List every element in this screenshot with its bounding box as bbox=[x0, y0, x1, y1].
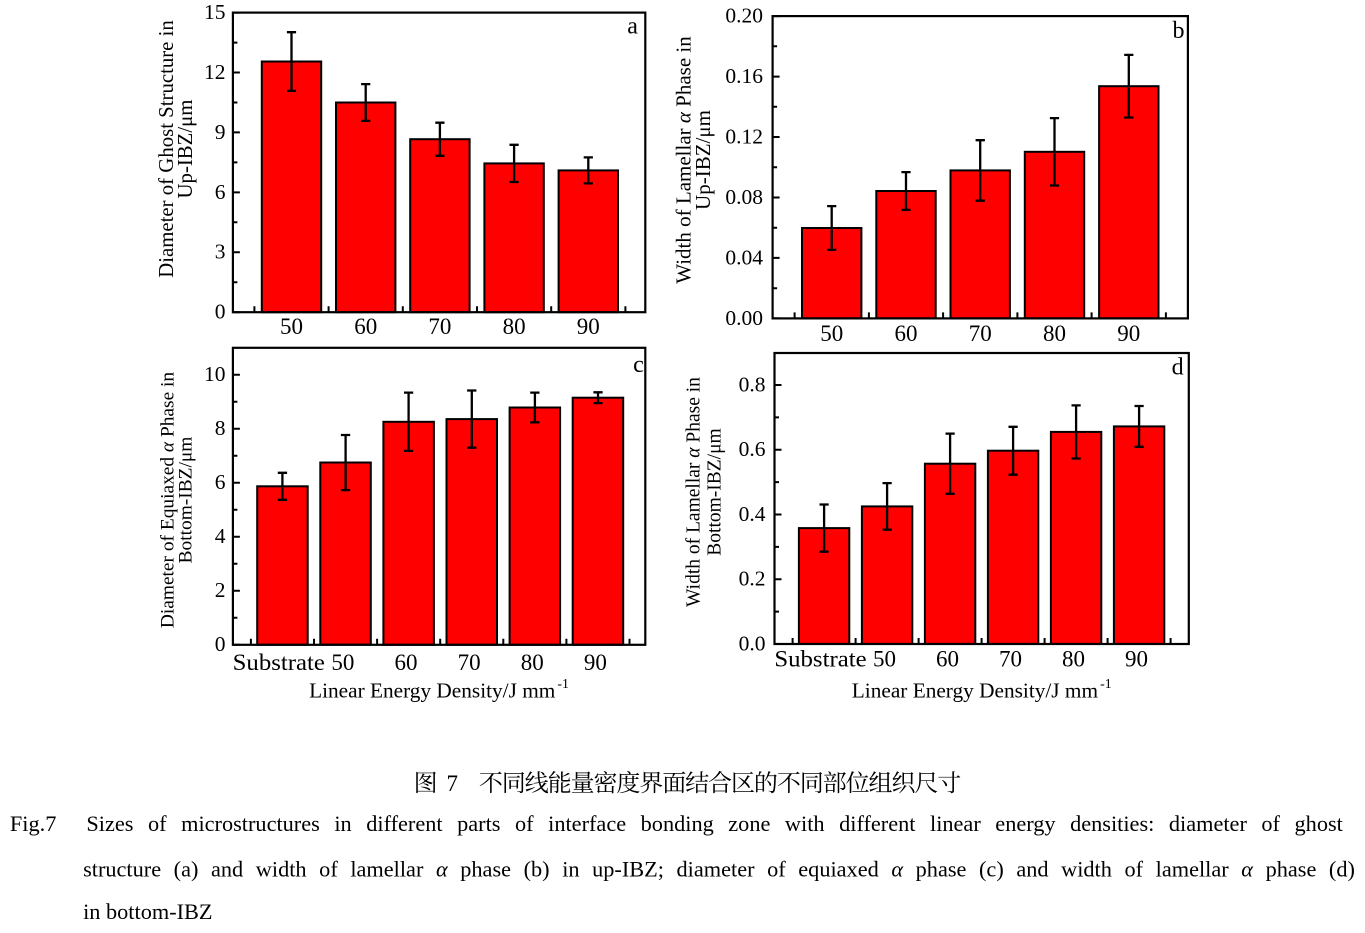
svg-text:0.04: 0.04 bbox=[725, 245, 763, 269]
svg-text:in bottom-IBZ: in bottom-IBZ bbox=[83, 899, 212, 924]
svg-text:-1: -1 bbox=[557, 676, 569, 691]
svg-text:3: 3 bbox=[215, 240, 226, 264]
svg-text:0.08: 0.08 bbox=[725, 185, 763, 209]
svg-text:80: 80 bbox=[503, 314, 526, 339]
svg-text:90: 90 bbox=[1117, 321, 1140, 346]
svg-text:50: 50 bbox=[873, 647, 896, 672]
svg-text:Width of Lamellar α Phase in: Width of Lamellar α Phase in bbox=[684, 377, 705, 607]
svg-text:Sizes of microstructures in di: Sizes of microstructures in different pa… bbox=[86, 811, 1343, 836]
svg-text:12: 12 bbox=[204, 60, 226, 84]
svg-text:0.12: 0.12 bbox=[725, 124, 763, 148]
svg-text:Bottom-IBZ/μm: Bottom-IBZ/μm bbox=[705, 428, 726, 555]
svg-text:6: 6 bbox=[215, 180, 226, 204]
svg-text:Fig.7: Fig.7 bbox=[10, 811, 56, 836]
svg-text:0.2: 0.2 bbox=[739, 567, 766, 591]
svg-text:0: 0 bbox=[215, 300, 226, 324]
svg-text:Linear Energy Density/J mm: Linear Energy Density/J mm bbox=[852, 679, 1099, 703]
svg-text:0.20: 0.20 bbox=[725, 4, 763, 28]
svg-text:70: 70 bbox=[999, 647, 1022, 672]
svg-text:7: 7 bbox=[447, 771, 459, 796]
svg-text:60: 60 bbox=[395, 650, 418, 675]
svg-text:b: b bbox=[1173, 18, 1185, 44]
svg-text:0.0: 0.0 bbox=[739, 631, 766, 655]
svg-text:Bottom-IBZ/μm: Bottom-IBZ/μm bbox=[176, 437, 197, 564]
svg-text:structure (a) and width of lam: structure (a) and width of lamellar α ph… bbox=[83, 857, 1355, 882]
svg-text:Substrate: Substrate bbox=[233, 650, 325, 675]
svg-text:-1: -1 bbox=[1100, 676, 1112, 691]
svg-text:50: 50 bbox=[280, 314, 303, 339]
svg-text:50: 50 bbox=[331, 650, 354, 675]
svg-text:Up-IBZ/μm: Up-IBZ/μm bbox=[691, 110, 715, 210]
svg-text:50: 50 bbox=[820, 321, 843, 346]
svg-text:90: 90 bbox=[1125, 647, 1148, 672]
svg-text:70: 70 bbox=[428, 314, 451, 339]
svg-text:Width of Lamellar α Phase in: Width of Lamellar α Phase in bbox=[671, 36, 695, 284]
svg-text:60: 60 bbox=[354, 314, 377, 339]
svg-text:0.00: 0.00 bbox=[725, 306, 763, 330]
svg-text:15: 15 bbox=[204, 0, 226, 24]
svg-text:6: 6 bbox=[215, 470, 226, 494]
svg-text:60: 60 bbox=[895, 321, 918, 346]
svg-text:80: 80 bbox=[1043, 321, 1066, 346]
svg-text:Linear Energy Density/J mm: Linear Energy Density/J mm bbox=[309, 679, 556, 703]
svg-text:90: 90 bbox=[584, 650, 607, 675]
svg-text:70: 70 bbox=[458, 650, 481, 675]
svg-text:Up-IBZ/μm: Up-IBZ/μm bbox=[174, 100, 197, 199]
svg-text:80: 80 bbox=[1062, 647, 1085, 672]
svg-text:0.16: 0.16 bbox=[725, 64, 763, 88]
svg-text:4: 4 bbox=[215, 524, 226, 548]
svg-text:10: 10 bbox=[204, 362, 226, 386]
svg-text:0.4: 0.4 bbox=[739, 502, 766, 526]
svg-text:70: 70 bbox=[969, 321, 992, 346]
svg-text:60: 60 bbox=[936, 647, 959, 672]
svg-text:a: a bbox=[627, 14, 638, 40]
svg-text:9: 9 bbox=[215, 120, 226, 144]
svg-text:90: 90 bbox=[577, 314, 600, 339]
svg-text:0.8: 0.8 bbox=[739, 372, 766, 396]
svg-text:c: c bbox=[633, 352, 644, 378]
svg-text:Diameter of Ghost Structure in: Diameter of Ghost Structure in bbox=[155, 20, 178, 278]
svg-text:Substrate: Substrate bbox=[774, 647, 866, 672]
svg-text:80: 80 bbox=[521, 650, 544, 675]
svg-text:8: 8 bbox=[215, 416, 226, 440]
svg-text:Diameter of Equiaxed α Phase i: Diameter of Equiaxed α Phase in bbox=[158, 372, 179, 629]
svg-text:0: 0 bbox=[215, 632, 226, 656]
svg-text:0.6: 0.6 bbox=[739, 437, 766, 461]
svg-text:d: d bbox=[1172, 355, 1184, 381]
svg-text:2: 2 bbox=[215, 578, 226, 602]
